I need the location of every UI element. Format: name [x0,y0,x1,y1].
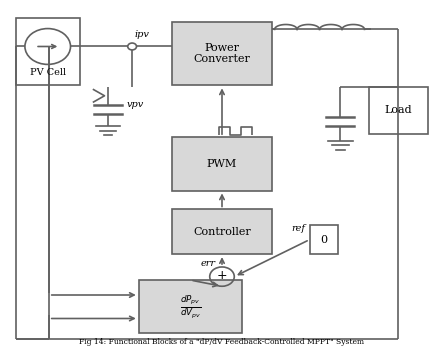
Text: ipv: ipv [135,30,149,39]
Bar [309,225,338,254]
Text: PV Cell: PV Cell [30,68,66,77]
Text: Controller: Controller [193,227,251,237]
Text: Power
Converter: Power Converter [194,43,250,64]
Text: PWM: PWM [207,159,237,169]
Text: vpv: vpv [127,100,144,109]
Text: ref: ref [291,224,305,233]
Bar [171,22,273,85]
Bar [369,87,428,134]
Text: $\frac{dP_{pv}}{dV_{pv}}$: $\frac{dP_{pv}}{dV_{pv}}$ [179,293,201,320]
Text: +: + [217,270,227,282]
Bar [139,280,242,334]
Text: Load: Load [385,105,412,116]
Bar [171,137,273,190]
Text: Fig 14: Functional Blocks of a "dP/dV Feedback-Controlled MPPT" System: Fig 14: Functional Blocks of a "dP/dV Fe… [79,337,365,345]
Bar [171,209,273,254]
Text: err: err [200,259,215,268]
Bar [16,18,79,85]
Text: 0: 0 [321,234,328,245]
